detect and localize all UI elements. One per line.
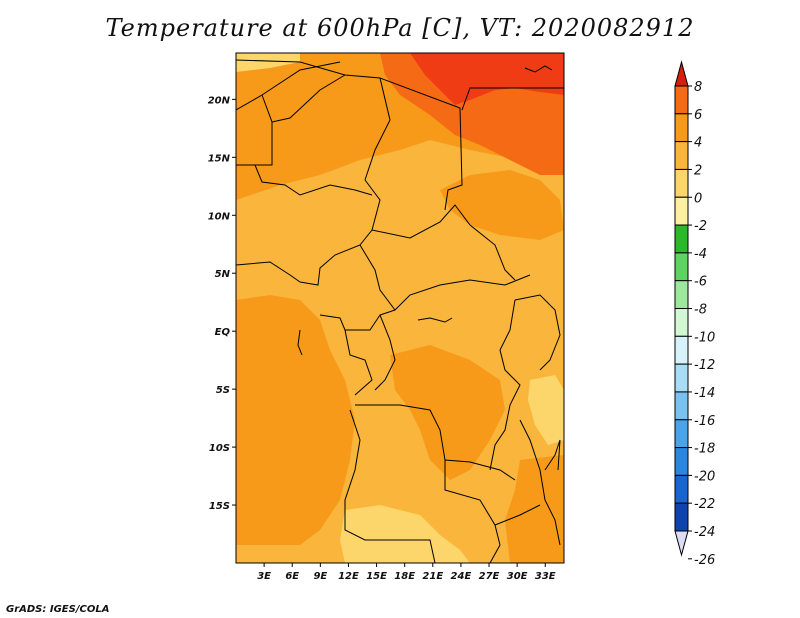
- lon-tick-label: 30E: [507, 571, 528, 582]
- lon-tick-label: 15E: [366, 571, 387, 582]
- lat-tick-label: 20N: [208, 95, 231, 106]
- colorbar-segment: [674, 391, 689, 421]
- lat-tick-label: 10S: [209, 443, 230, 454]
- credit-text: GrADS: IGES/COLA: [6, 604, 110, 615]
- band-2-4-east-inner: [440, 170, 564, 240]
- colorbar-bottom-arrow: [674, 530, 689, 557]
- band-0-2-south: [340, 505, 470, 563]
- colorbar-segment: [674, 335, 689, 365]
- colorbar-label: -8: [694, 303, 707, 318]
- lon-tick-label: 21E: [422, 571, 443, 582]
- colorbar-label: -10: [694, 330, 715, 345]
- colorbar-segment: [674, 113, 689, 143]
- lon-tick-label: 33E: [535, 571, 556, 582]
- colorbar-label: 0: [694, 191, 702, 206]
- colorbar-label: -26: [694, 553, 715, 568]
- lon-tick-label: 3E: [257, 571, 271, 582]
- lat-tick-label: 10N: [208, 211, 231, 222]
- colorbar-label: 4: [694, 136, 702, 151]
- temperature-field: [236, 53, 564, 563]
- colorbar: 8 6 4 2 0 -2 -4 -6 -8 -10 -12 -14 -16 -18 -20 -22 -24 -26: [674, 60, 715, 568]
- colorbar-label: -24: [694, 525, 715, 540]
- colorbar-segment: [674, 85, 689, 115]
- lon-tick-label: 12E: [338, 571, 359, 582]
- band-2-4-central: [390, 345, 505, 480]
- band-0-2-east: [528, 375, 564, 445]
- band-6-8-core: [410, 53, 564, 105]
- colorbar-label: -2: [694, 219, 707, 234]
- colorbar-segment: [674, 252, 689, 282]
- colorbar-label: 6: [694, 108, 702, 123]
- band-0-2-northwest: [236, 53, 300, 72]
- colorbar-label: -12: [694, 358, 715, 373]
- colorbar-segment: [674, 168, 689, 198]
- colorbar-segment: [674, 419, 689, 449]
- band-2-4-southeast: [505, 455, 564, 563]
- latitude-ticks: 20N 15N 10N 5N EQ 5S 10S 15S: [208, 95, 236, 512]
- lat-tick-label: 15N: [208, 153, 231, 164]
- colorbar-segment: [674, 474, 689, 504]
- colorbar-segment: [674, 502, 689, 532]
- lat-tick-label: 5N: [215, 269, 231, 280]
- map-frame: [235, 52, 565, 564]
- colorbar-segment: [674, 308, 689, 337]
- colorbar-segment: [674, 280, 689, 309]
- colorbar-label: -14: [694, 386, 715, 401]
- colorbar-label: 8: [694, 80, 702, 95]
- lat-tick-label: 5S: [216, 385, 230, 396]
- lon-tick-label: 9E: [313, 571, 327, 582]
- colorbar-label: -16: [694, 414, 715, 429]
- lon-tick-label: 27E: [479, 571, 500, 582]
- colorbar-segment: [674, 224, 689, 254]
- lat-tick-label: 15S: [209, 501, 230, 512]
- lon-tick-label: 6E: [285, 571, 299, 582]
- colorbar-label: -4: [694, 247, 707, 262]
- colorbar-segment: [674, 141, 689, 170]
- band-2-4-west: [236, 295, 355, 545]
- colorbar-segment: [674, 447, 689, 476]
- lon-tick-label: 24E: [451, 571, 472, 582]
- lon-tick-label: 18E: [394, 571, 415, 582]
- colorbar-label: -22: [694, 497, 715, 512]
- colorbar-label: -20: [694, 469, 715, 484]
- colorbar-label: -6: [694, 275, 707, 290]
- colorbar-top-arrow: [674, 60, 689, 87]
- colorbar-label: -18: [694, 442, 715, 457]
- map-title: Temperature at 600hPa [C], VT: 202008291…: [105, 14, 695, 42]
- country-borders: [236, 59, 564, 563]
- colorbar-segment: [674, 196, 689, 226]
- lat-tick-label: EQ: [215, 327, 231, 338]
- colorbar-label: 2: [694, 163, 702, 178]
- longitude-ticks: 3E 6E 9E 12E 15E 18E 21E 24E 27E 30E 33E: [257, 563, 556, 582]
- colorbar-segment: [674, 363, 689, 393]
